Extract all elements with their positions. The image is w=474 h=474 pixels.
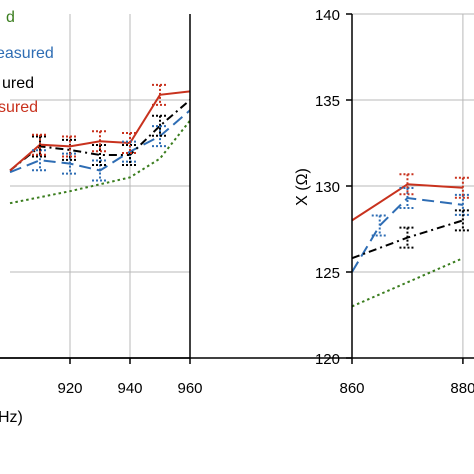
left-legend: d easured ured sured bbox=[0, 9, 54, 116]
y-tick-label: 130 bbox=[315, 179, 340, 196]
y-tick-label: 120 bbox=[315, 351, 340, 368]
error-bar bbox=[152, 114, 168, 137]
right-grid bbox=[352, 13, 474, 358]
error-bar bbox=[399, 226, 416, 249]
x-tick-label: 960 bbox=[177, 380, 202, 397]
x-tick-label: 940 bbox=[117, 380, 142, 397]
x-tick-label: 920 bbox=[57, 380, 82, 397]
error-bar bbox=[152, 83, 168, 106]
right-chart: 860 880 120 125 130 135 140 X (Ω) bbox=[0, 7, 474, 397]
error-bar bbox=[32, 133, 48, 156]
legend-entry: ured bbox=[2, 75, 34, 92]
error-bar bbox=[399, 173, 416, 196]
right-axes bbox=[0, 13, 474, 364]
x-tick-label: 860 bbox=[339, 380, 364, 397]
error-bar bbox=[122, 132, 138, 154]
series-line bbox=[351, 219, 464, 260]
left-chart: 920 940 960 Hz) d easured ured sured bbox=[0, 9, 203, 426]
legend-entry: d bbox=[6, 9, 15, 26]
error-bar bbox=[454, 176, 471, 199]
y-tick-label: 125 bbox=[315, 265, 340, 282]
legend-entry: sured bbox=[0, 99, 38, 116]
error-bar bbox=[371, 214, 388, 237]
error-bar bbox=[92, 159, 108, 182]
legend-entry: easured bbox=[0, 45, 54, 62]
error-bar bbox=[62, 135, 78, 158]
left-x-axis-label: Hz) bbox=[0, 409, 23, 426]
left-axes bbox=[0, 14, 191, 364]
y-tick-label: 135 bbox=[315, 93, 340, 110]
y-tick-label: 140 bbox=[315, 7, 340, 24]
x-tick-label: 880 bbox=[450, 380, 474, 397]
right-series-lines bbox=[351, 183, 464, 308]
left-grid bbox=[10, 14, 191, 358]
series-line bbox=[9, 119, 191, 205]
left-tick-labels: 920 940 960 bbox=[57, 380, 202, 397]
series-line bbox=[351, 183, 463, 222]
error-bar bbox=[92, 130, 108, 153]
error-bar bbox=[454, 209, 471, 232]
series-line bbox=[351, 196, 464, 273]
left-error-bars bbox=[32, 83, 168, 182]
right-error-bars bbox=[371, 173, 471, 249]
right-y-axis-label: X (Ω) bbox=[294, 168, 311, 206]
series-line bbox=[351, 257, 464, 308]
right-tick-labels: 860 880 120 125 130 135 140 bbox=[315, 7, 474, 397]
